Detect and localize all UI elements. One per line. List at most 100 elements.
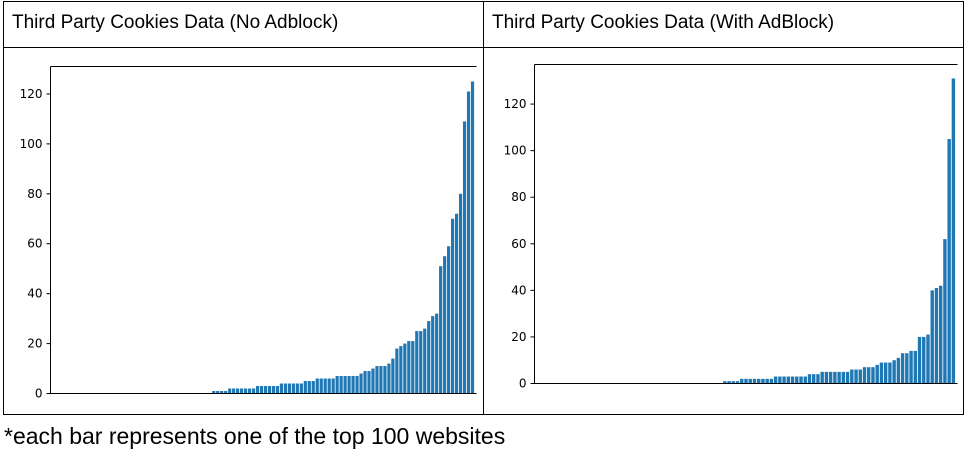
with-adblock-bar [765, 378, 769, 384]
no-adblock-bar [283, 383, 287, 394]
with-adblock-bar [837, 371, 841, 384]
with-adblock-bar [723, 381, 727, 384]
with-adblock-bar [875, 364, 879, 384]
with-adblock-bar [752, 378, 757, 384]
no-adblock-bar [267, 386, 272, 394]
no-adblock-bar [343, 376, 347, 394]
no-adblock-bar [379, 366, 383, 394]
with-adblock-bar [833, 371, 837, 384]
footnote: *each bar represents one of the top 100 … [4, 423, 506, 449]
no-adblock-bar [447, 246, 451, 394]
no-adblock-bar [435, 313, 439, 394]
no-adblock-bar [224, 391, 228, 394]
with-adblock-bar [778, 376, 782, 384]
with-adblock-bar [807, 374, 812, 384]
with-adblock-y-tick-label: 0 [519, 377, 527, 391]
no-adblock-bar [339, 376, 343, 394]
no-adblock-y-tick-label: 20 [27, 337, 42, 351]
with-adblock-bar [773, 376, 778, 384]
with-adblock-bar [735, 381, 740, 384]
no-adblock-bar [411, 341, 415, 394]
no-adblock-bar [391, 358, 395, 394]
no-adblock-bar [236, 388, 240, 394]
with-adblock-bar [744, 378, 748, 384]
with-adblock-bar [913, 350, 917, 384]
with-adblock-bar [867, 367, 871, 384]
no-adblock-bar [240, 388, 244, 394]
no-adblock-bar [307, 381, 311, 394]
with-adblock-bar [761, 378, 765, 384]
no-adblock-bar [387, 363, 391, 394]
with-adblock-bar [816, 374, 820, 384]
no-adblock-bar [383, 366, 387, 394]
no-adblock-bar [407, 341, 411, 394]
with-adblock-bar [812, 374, 816, 384]
panel-divider-horizontal [3, 47, 964, 48]
no-adblock-bar [271, 386, 276, 394]
no-adblock-bar [403, 343, 407, 394]
with-adblock-y-tick-label: 120 [504, 97, 527, 111]
no-adblock-bar [319, 378, 323, 394]
no-adblock-bar [220, 391, 224, 394]
no-adblock-bar [327, 378, 331, 394]
no-adblock-bar [212, 391, 216, 394]
no-adblock-bar [367, 371, 371, 394]
no-adblock-bar [251, 388, 256, 394]
no-adblock-bar [303, 381, 307, 394]
with-adblock-bar [740, 378, 744, 384]
no-adblock-bar [315, 378, 319, 394]
no-adblock-bar [470, 81, 475, 394]
no-adblock-y-tick-label: 80 [27, 187, 42, 201]
no-adblock-bar [454, 213, 459, 394]
no-adblock-bar [466, 91, 471, 394]
no-adblock-bar [423, 328, 427, 394]
no-adblock-bar [443, 256, 447, 394]
no-adblock-bar [458, 193, 463, 394]
chart-title-right: Third Party Cookies Data (With AdBlock) [492, 12, 835, 33]
no-adblock-y-tick-label: 0 [35, 387, 43, 401]
with-adblock-bar [820, 371, 824, 384]
chart-with-adblock: 0 20 40 60 80 100 120 [504, 64, 958, 391]
with-adblock-bar [938, 285, 943, 384]
with-adblock-bar [803, 376, 807, 384]
no-adblock-bar [323, 378, 327, 394]
with-adblock-bar [900, 353, 905, 384]
with-adblock-bar [888, 362, 892, 384]
no-adblock-bar [431, 316, 435, 394]
with-adblock-bar [934, 288, 939, 384]
with-adblock-bar [917, 336, 922, 384]
with-adblock-bar [951, 78, 956, 384]
with-adblock-bar [850, 369, 854, 384]
with-adblock-bar [871, 367, 875, 384]
no-adblock-bar [275, 386, 280, 394]
no-adblock-bar [359, 373, 363, 394]
with-adblock-bar [892, 360, 896, 384]
with-adblock-y-tick-label: 40 [511, 283, 526, 297]
no-adblock-bar [351, 376, 355, 394]
with-adblock-bar [947, 139, 951, 384]
with-adblock-bar [943, 239, 947, 384]
no-adblock-bar [295, 383, 299, 394]
with-adblock-bar [790, 376, 795, 384]
no-adblock-bar [371, 368, 375, 394]
no-adblock-bar [299, 383, 303, 394]
with-adblock-bar [841, 371, 846, 384]
with-adblock-y-tick-label: 60 [511, 237, 526, 251]
no-adblock-bar [216, 391, 220, 394]
with-adblock-bar [879, 362, 884, 384]
with-adblock-bar [858, 369, 862, 384]
chart-title-left: Third Party Cookies Data (No Adblock) [12, 12, 339, 33]
no-adblock-bar [232, 388, 236, 394]
panel-divider-vertical [483, 1, 484, 415]
no-adblock-bar [427, 321, 431, 394]
with-adblock-bar [883, 362, 888, 384]
with-adblock-bar [854, 369, 858, 384]
chart-no-adblock: 0 20 40 60 80 100 120 [20, 66, 477, 401]
no-adblock-bar [439, 266, 443, 394]
no-adblock-bar [355, 376, 359, 394]
with-adblock-bar [845, 371, 850, 384]
with-adblock-bar [905, 353, 909, 384]
with-adblock-bar [828, 371, 833, 384]
with-adblock-y-tick-label: 80 [511, 190, 526, 204]
no-adblock-bar [331, 378, 335, 394]
